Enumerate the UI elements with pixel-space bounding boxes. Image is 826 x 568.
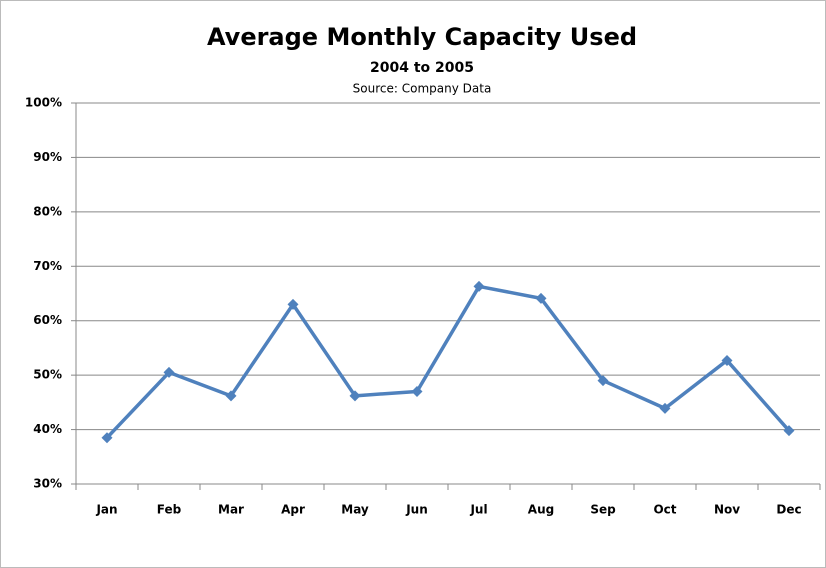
- y-tick-label: 50%: [33, 368, 62, 382]
- y-tick-label: 90%: [33, 150, 62, 164]
- data-point: [287, 298, 299, 310]
- x-tick-label: Dec: [776, 503, 801, 517]
- y-tick-label: 30%: [33, 477, 62, 491]
- x-tick-label: Jul: [469, 503, 487, 517]
- data-point: [783, 425, 795, 437]
- series-line: [105, 284, 791, 439]
- x-tick-label: Jun: [405, 503, 428, 517]
- data-point: [101, 432, 113, 444]
- data-point: [721, 354, 733, 366]
- x-tick-label: Aug: [528, 503, 554, 517]
- y-tick-label: 40%: [33, 422, 62, 436]
- x-tick-label: Feb: [157, 503, 182, 517]
- y-tick-label: 100%: [25, 96, 62, 110]
- y-tick-label: 60%: [33, 313, 62, 327]
- data-point: [473, 280, 485, 292]
- y-tick-label: 80%: [33, 204, 62, 218]
- x-tick-label: Sep: [590, 503, 616, 517]
- data-point: [597, 375, 609, 387]
- data-point: [411, 385, 423, 397]
- data-point: [163, 366, 175, 378]
- chart-title: Average Monthly Capacity Used: [207, 23, 637, 51]
- x-tick-label: Oct: [653, 503, 676, 517]
- x-tick-label: May: [341, 503, 369, 517]
- y-tick-label: 70%: [33, 259, 62, 273]
- x-tick-label: Jan: [95, 503, 117, 517]
- x-tick-label: Mar: [218, 503, 244, 517]
- data-point: [349, 390, 361, 402]
- chart-source: Source: Company Data: [353, 82, 492, 96]
- data-point: [659, 402, 671, 414]
- x-tick-label: Apr: [281, 503, 305, 517]
- data-point: [225, 390, 237, 402]
- data-point: [535, 292, 547, 304]
- x-tick-label: Nov: [714, 503, 740, 517]
- chart-subtitle: 2004 to 2005: [370, 60, 474, 76]
